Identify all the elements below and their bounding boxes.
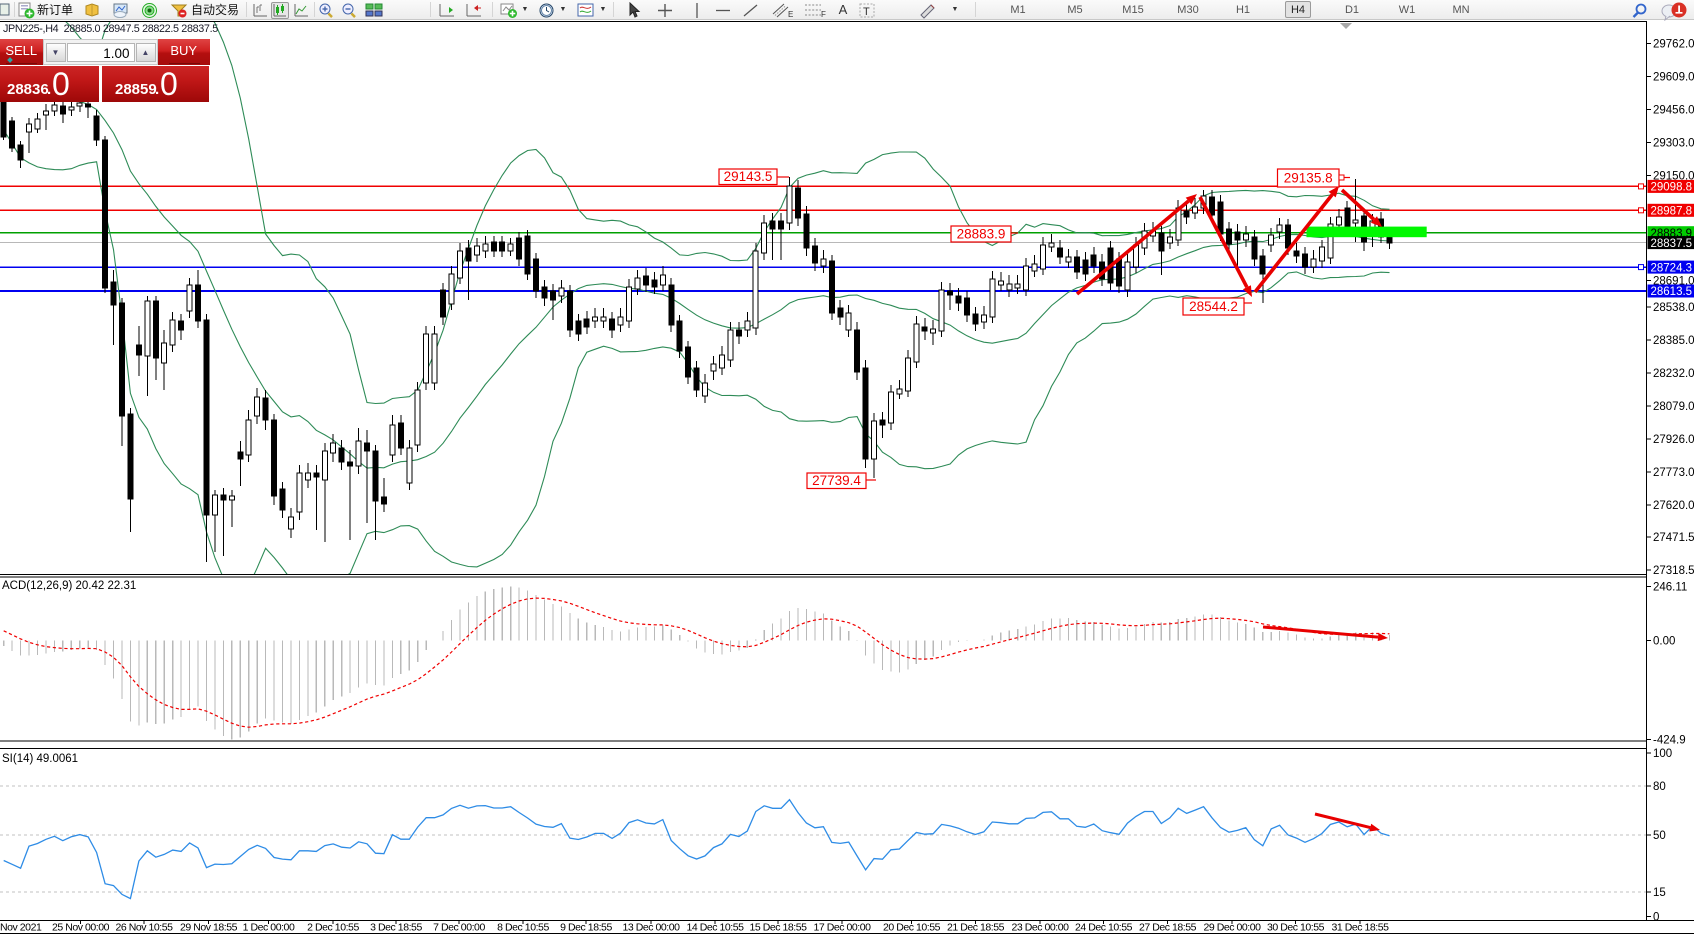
svg-text:25 Nov 00:00: 25 Nov 00:00 <box>52 922 110 934</box>
svg-text:28538.0: 28538.0 <box>1653 302 1694 314</box>
svg-text:7 Dec 00:00: 7 Dec 00:00 <box>433 922 485 934</box>
svg-text:14 Dec 10:55: 14 Dec 10:55 <box>686 922 744 934</box>
svg-text:27926.0: 27926.0 <box>1653 434 1694 446</box>
svg-text:8 Dec 10:55: 8 Dec 10:55 <box>497 922 549 934</box>
svg-text:30 Dec 10:55: 30 Dec 10:55 <box>1267 922 1325 934</box>
svg-text:26 Nov 10:55: 26 Nov 10:55 <box>115 922 173 934</box>
svg-text:27 Dec 18:55: 27 Dec 18:55 <box>1139 922 1197 934</box>
svg-text:9 Dec 18:55: 9 Dec 18:55 <box>560 922 612 934</box>
svg-text:3 Dec 18:55: 3 Dec 18:55 <box>370 922 422 934</box>
svg-text:1 Dec 00:00: 1 Dec 00:00 <box>243 922 295 934</box>
svg-text:0.00: 0.00 <box>1653 636 1675 648</box>
svg-text:27739.4: 27739.4 <box>812 473 861 488</box>
svg-text:29762.0: 29762.0 <box>1653 38 1694 50</box>
svg-text:23 Dec 00:00: 23 Dec 00:00 <box>1011 922 1069 934</box>
svg-text:13 Dec 00:00: 13 Dec 00:00 <box>622 922 680 934</box>
svg-text:17 Dec 00:00: 17 Dec 00:00 <box>813 922 871 934</box>
svg-text:28613.5: 28613.5 <box>1651 286 1693 298</box>
svg-text:29143.5: 29143.5 <box>724 169 773 184</box>
svg-text:28987.8: 28987.8 <box>1651 206 1693 218</box>
svg-text:246.11: 246.11 <box>1653 582 1687 594</box>
svg-text:28232.0: 28232.0 <box>1653 368 1694 380</box>
svg-text:28385.0: 28385.0 <box>1653 335 1694 347</box>
svg-text:29456.0: 29456.0 <box>1653 104 1694 116</box>
svg-text:29150.0: 29150.0 <box>1653 170 1694 182</box>
svg-text:SI(14) 49.0061: SI(14) 49.0061 <box>2 753 78 765</box>
svg-text:50: 50 <box>1653 830 1666 842</box>
svg-text:28724.3: 28724.3 <box>1651 262 1693 274</box>
svg-text:27773.0: 27773.0 <box>1653 467 1694 479</box>
svg-text:100: 100 <box>1653 748 1672 760</box>
svg-text:15: 15 <box>1653 887 1666 899</box>
svg-text:15 Dec 18:55: 15 Dec 18:55 <box>749 922 807 934</box>
svg-text:0: 0 <box>1653 912 1659 924</box>
svg-text:29 Dec 00:00: 29 Dec 00:00 <box>1203 922 1261 934</box>
svg-text:31 Dec 18:55: 31 Dec 18:55 <box>1331 922 1389 934</box>
svg-text:F: F <box>821 10 826 19</box>
svg-text:20 Dec 10:55: 20 Dec 10:55 <box>883 922 941 934</box>
svg-text:28544.2: 28544.2 <box>1189 299 1238 314</box>
svg-text:80: 80 <box>1653 781 1666 793</box>
svg-text:ACD(12,26,9) 20.42 22.31: ACD(12,26,9) 20.42 22.31 <box>2 580 136 592</box>
svg-text:27620.0: 27620.0 <box>1653 500 1694 512</box>
svg-text:29 Nov 18:55: 29 Nov 18:55 <box>180 922 238 934</box>
svg-text:2 Dec 10:55: 2 Dec 10:55 <box>307 922 359 934</box>
svg-text:29303.0: 29303.0 <box>1653 137 1694 149</box>
svg-text:29609.0: 29609.0 <box>1653 71 1694 83</box>
svg-text:27318.5: 27318.5 <box>1653 565 1694 577</box>
svg-text:28837.5: 28837.5 <box>1651 238 1693 250</box>
svg-text:28883.9: 28883.9 <box>957 227 1006 242</box>
svg-text:29135.8: 29135.8 <box>1284 171 1333 186</box>
svg-text:Nov 2021: Nov 2021 <box>0 922 42 934</box>
svg-text:29098.8: 29098.8 <box>1651 182 1693 194</box>
svg-text:28079.0: 28079.0 <box>1653 401 1694 413</box>
svg-text:T: T <box>863 6 870 18</box>
svg-text:21 Dec 18:55: 21 Dec 18:55 <box>947 922 1005 934</box>
svg-text:-424.9: -424.9 <box>1653 735 1686 747</box>
svg-text:27471.5: 27471.5 <box>1653 532 1694 544</box>
svg-text:E: E <box>788 10 793 19</box>
svg-text:24 Dec 10:55: 24 Dec 10:55 <box>1075 922 1133 934</box>
